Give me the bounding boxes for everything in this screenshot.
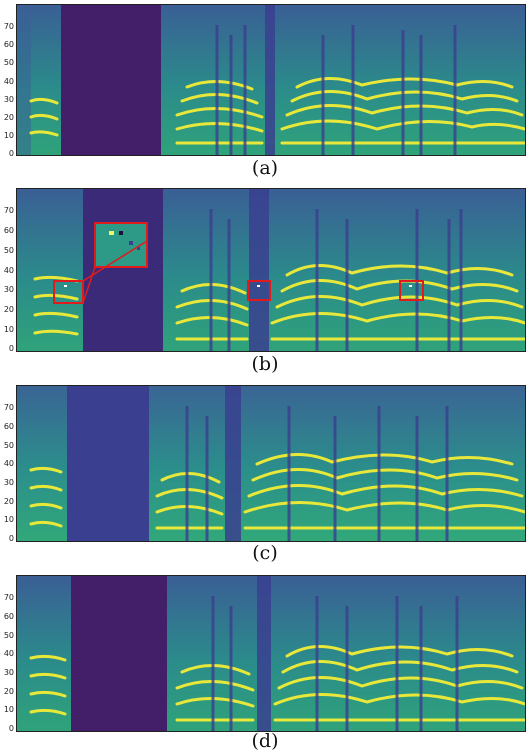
y-tick: 40 bbox=[3, 649, 14, 658]
y-tick: 50 bbox=[3, 631, 14, 640]
y-tick: 50 bbox=[3, 246, 14, 255]
y-axis-b: 0 10 20 30 40 50 60 70 bbox=[0, 188, 14, 353]
caption-b: (b) bbox=[251, 353, 279, 375]
highlight-box bbox=[53, 280, 84, 304]
y-tick: 40 bbox=[3, 77, 14, 86]
y-tick: 0 bbox=[8, 344, 14, 353]
spectrogram-d bbox=[16, 575, 526, 732]
y-tick: 60 bbox=[3, 40, 14, 49]
spectrogram-a bbox=[16, 4, 526, 156]
zoom-inset bbox=[94, 222, 148, 268]
y-tick: 10 bbox=[3, 515, 14, 524]
caption-a: (a) bbox=[251, 157, 279, 179]
caption-c: (c) bbox=[252, 542, 278, 564]
y-tick: 30 bbox=[3, 95, 14, 104]
y-tick: 60 bbox=[3, 612, 14, 621]
highlight-box bbox=[247, 280, 271, 301]
y-tick: 20 bbox=[3, 497, 14, 506]
y-tick: 0 bbox=[8, 534, 14, 543]
y-tick: 30 bbox=[3, 668, 14, 677]
y-axis-a: 0 10 20 30 40 50 60 70 bbox=[0, 4, 14, 158]
y-tick: 40 bbox=[3, 266, 14, 275]
y-tick: 0 bbox=[8, 724, 14, 733]
y-tick: 50 bbox=[3, 58, 14, 67]
y-tick: 70 bbox=[3, 593, 14, 602]
y-tick: 10 bbox=[3, 705, 14, 714]
highlight-box bbox=[399, 280, 424, 301]
y-tick: 40 bbox=[3, 459, 14, 468]
panel-d: 0 10 20 30 40 50 60 70 bbox=[0, 572, 530, 756]
spectrogram-image-d bbox=[17, 576, 525, 731]
panel-b: 0 10 20 30 40 50 60 70 bbox=[0, 186, 530, 378]
y-tick: 70 bbox=[3, 403, 14, 412]
y-tick: 10 bbox=[3, 131, 14, 140]
y-axis-d: 0 10 20 30 40 50 60 70 bbox=[0, 575, 14, 733]
y-tick: 0 bbox=[8, 149, 14, 158]
y-tick: 50 bbox=[3, 441, 14, 450]
spectrogram-b bbox=[16, 188, 526, 352]
y-tick: 30 bbox=[3, 285, 14, 294]
spectrogram-image-a bbox=[17, 5, 525, 155]
y-tick: 10 bbox=[3, 325, 14, 334]
y-tick: 70 bbox=[3, 206, 14, 215]
spectrogram-image-c bbox=[17, 386, 525, 541]
spectrogram-c bbox=[16, 385, 526, 542]
y-tick: 30 bbox=[3, 478, 14, 487]
y-tick: 20 bbox=[3, 113, 14, 122]
y-axis-c: 0 10 20 30 40 50 60 70 bbox=[0, 385, 14, 543]
y-tick: 20 bbox=[3, 305, 14, 314]
y-tick: 70 bbox=[3, 22, 14, 31]
caption-d: (d) bbox=[251, 730, 279, 752]
y-tick: 20 bbox=[3, 687, 14, 696]
y-tick: 60 bbox=[3, 226, 14, 235]
panel-a: 0 10 20 30 40 50 60 70 bbox=[0, 0, 530, 182]
panel-c: 0 10 20 30 40 50 60 70 bbox=[0, 382, 530, 568]
y-tick: 60 bbox=[3, 422, 14, 431]
spectrogram-image-b bbox=[17, 189, 525, 351]
